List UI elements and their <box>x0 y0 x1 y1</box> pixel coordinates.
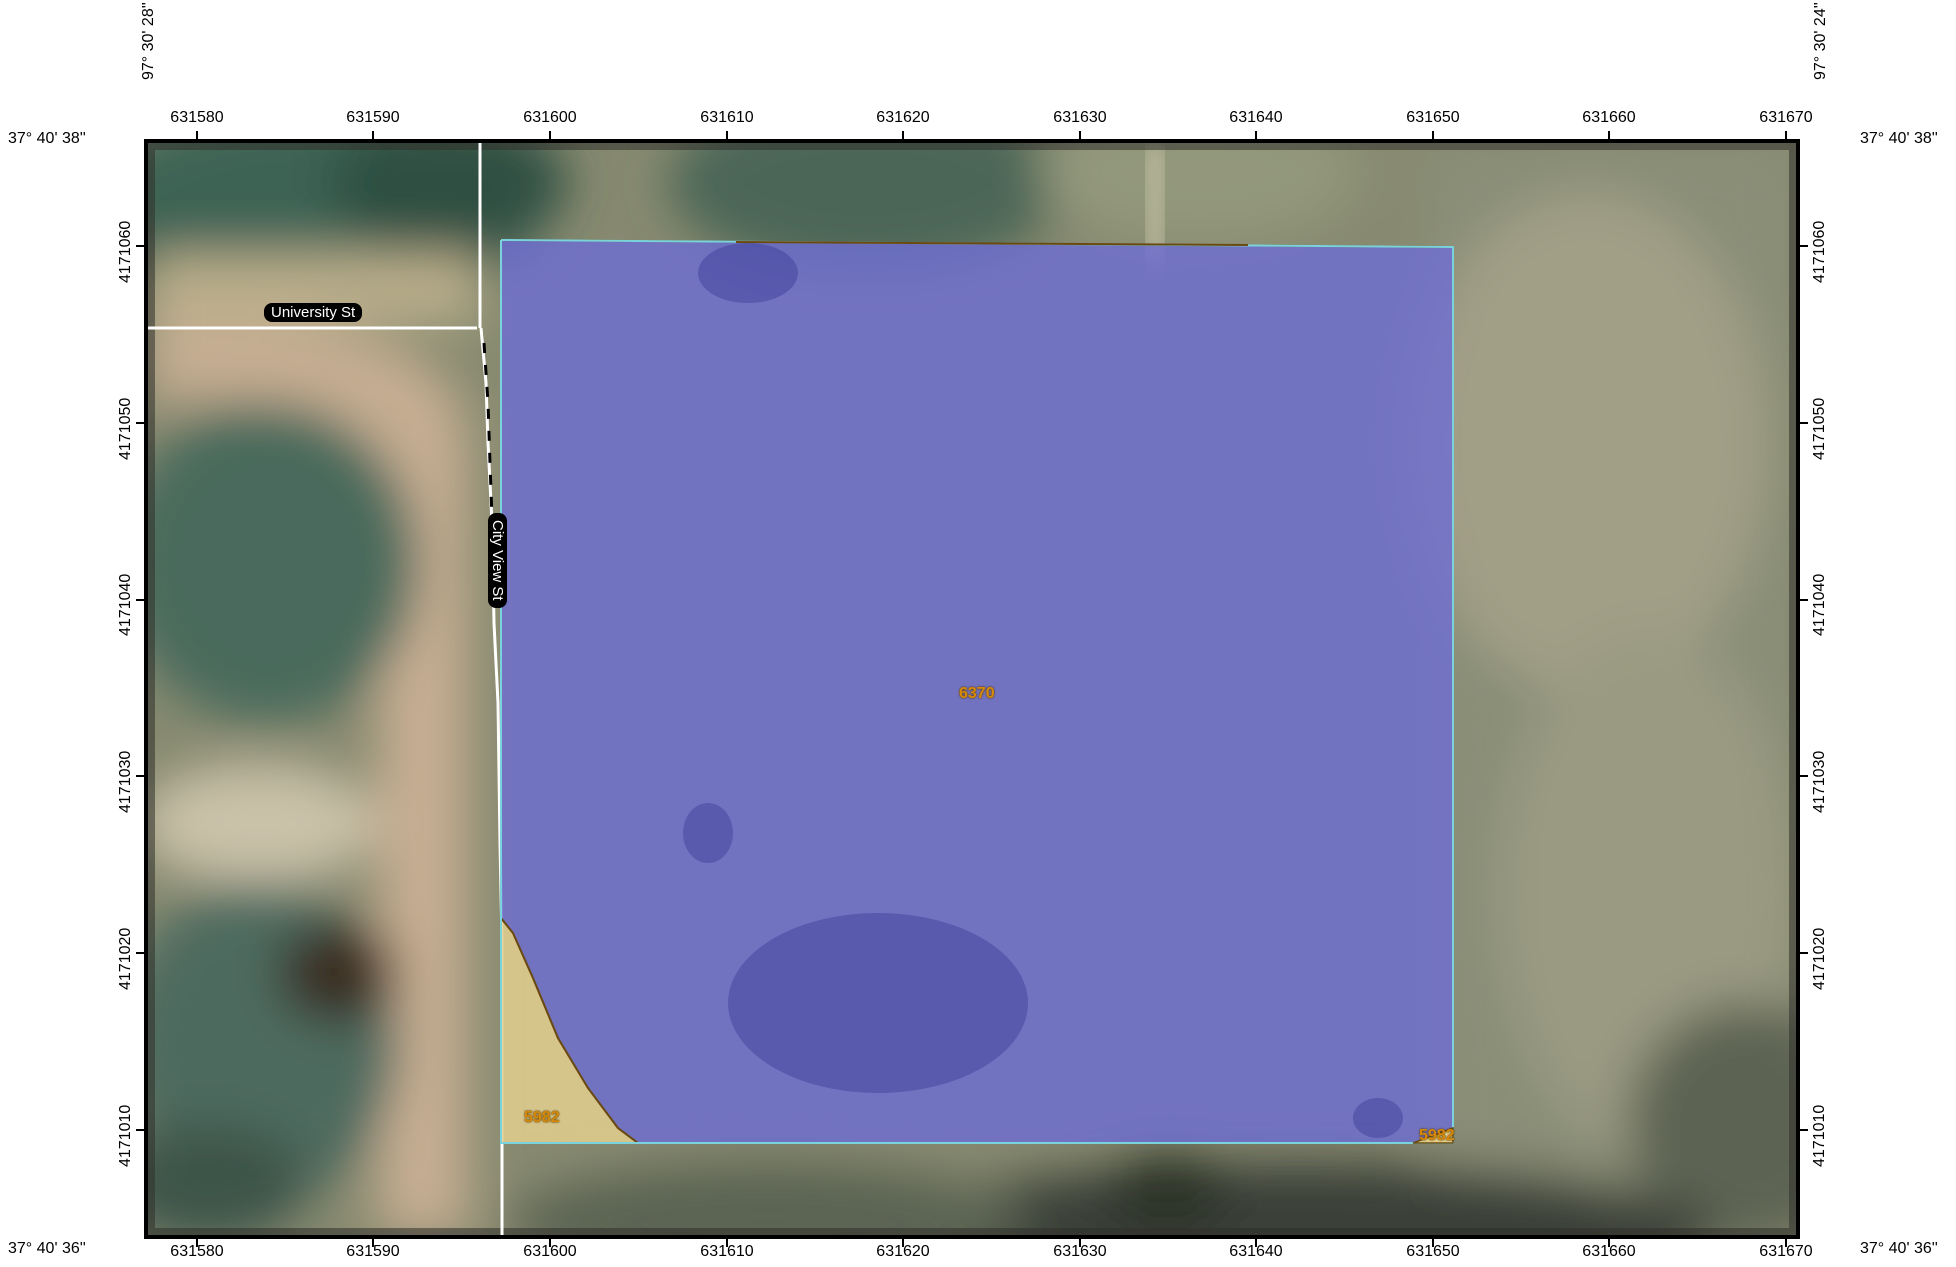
bottom-tick-label: 631590 <box>346 1243 400 1260</box>
right-tick-label: 4171050 <box>1811 397 1828 460</box>
top-tick-label: 631590 <box>346 109 400 126</box>
top-tick-label: 631660 <box>1582 109 1636 126</box>
lon-right: 97° 30' 24'' <box>1812 2 1829 80</box>
bottom-tick-label: 631630 <box>1053 1243 1107 1260</box>
top-tick-label: 631600 <box>523 109 577 126</box>
bottom-tick-label: 631620 <box>876 1243 930 1260</box>
lat-bottom-right: 37° 40' 36'' <box>1860 1240 1938 1257</box>
bottom-tick-label: 631580 <box>170 1243 224 1260</box>
lat-top-right: 37° 40' 38'' <box>1860 130 1938 147</box>
parcel-label-5982-left: 5982 <box>524 1109 560 1126</box>
parcel-label-5982-right: 5982 <box>1419 1127 1455 1144</box>
top-tick-label: 631640 <box>1229 109 1283 126</box>
right-tick-label: 4171030 <box>1811 750 1828 813</box>
parcel-layer <box>500 238 1454 1144</box>
left-tick-label: 4171060 <box>117 220 134 283</box>
parcel-label-6370: 6370 <box>959 685 995 702</box>
left-tick-label: 4171050 <box>117 397 134 460</box>
left-tick-label: 4171010 <box>117 1104 134 1167</box>
lat-top-left: 37° 40' 38'' <box>8 130 86 147</box>
top-tick-label: 631580 <box>170 109 224 126</box>
top-tick-label: 631610 <box>700 109 754 126</box>
left-tick-label: 4171040 <box>117 573 134 636</box>
bottom-tick-label: 631610 <box>700 1243 754 1260</box>
lat-bottom-left: 37° 40' 36'' <box>8 1240 86 1257</box>
bottom-tick-label: 631660 <box>1582 1243 1636 1260</box>
bottom-tick-label: 631640 <box>1229 1243 1283 1260</box>
bottom-tick-label: 631650 <box>1406 1243 1460 1260</box>
city-view-st-label: City View St <box>488 513 507 608</box>
bottom-tick-label: 631600 <box>523 1243 577 1260</box>
bottom-tick-label: 631670 <box>1759 1243 1813 1260</box>
right-tick-label: 4171010 <box>1811 1104 1828 1167</box>
right-tick-label: 4171040 <box>1811 573 1828 636</box>
university-st-label: University St <box>264 303 363 322</box>
top-tick-label: 631670 <box>1759 109 1813 126</box>
parcel-5982-right-sliver <box>1412 1126 1454 1144</box>
top-tick-label: 631650 <box>1406 109 1460 126</box>
left-tick-label: 4171030 <box>117 750 134 813</box>
top-tick-label: 631620 <box>876 109 930 126</box>
right-tick-label: 4171020 <box>1811 927 1828 990</box>
right-tick-label: 4171060 <box>1811 220 1828 283</box>
left-tick-label: 4171020 <box>117 927 134 990</box>
top-tick-label: 631630 <box>1053 109 1107 126</box>
map-frame[interactable]: University St City View St 6370 5982 598… <box>144 139 1800 1239</box>
lon-left: 97° 30' 28'' <box>140 2 157 80</box>
